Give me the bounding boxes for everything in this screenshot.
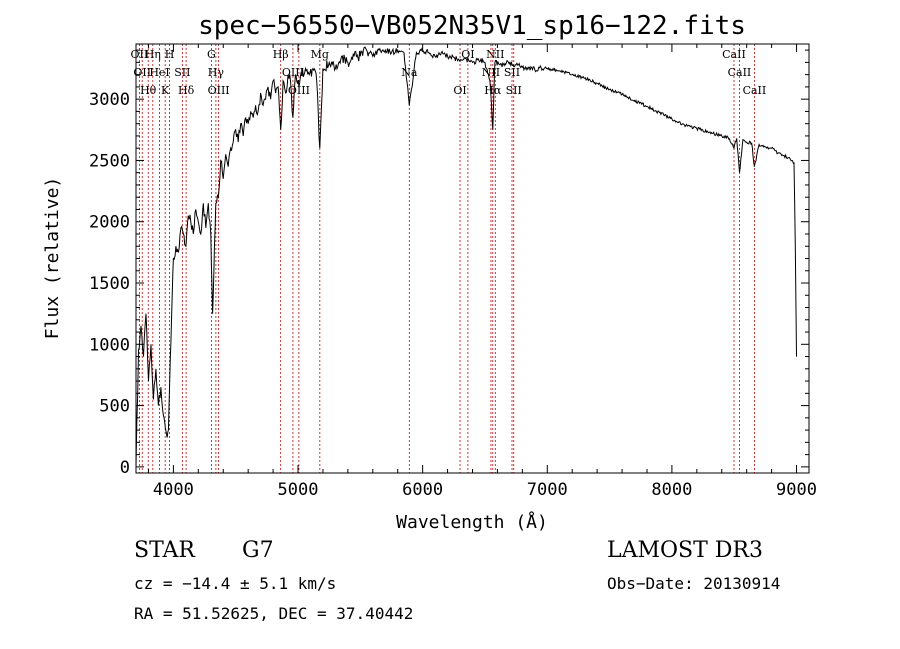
line-marker-label: OIII bbox=[208, 84, 230, 97]
line-markers bbox=[138, 44, 755, 473]
y-tick-label: 0 bbox=[120, 458, 130, 478]
observation-date: Obs−Date: 20130914 bbox=[607, 574, 781, 593]
line-marker-label: OI bbox=[453, 84, 466, 97]
line-marker-label: G bbox=[207, 48, 216, 61]
line-marker-label: Hα bbox=[484, 84, 502, 97]
x-axis-label: Wavelength (Å) bbox=[396, 511, 548, 533]
line-marker-label: K bbox=[161, 84, 170, 97]
line-marker-label: OIII bbox=[282, 66, 304, 79]
line-marker-label: Hθ bbox=[140, 84, 157, 97]
line-marker-label: Hη bbox=[145, 48, 161, 61]
y-tick-label: 2000 bbox=[89, 213, 130, 233]
x-tick-label: 4000 bbox=[153, 480, 194, 500]
line-marker-label: OIII bbox=[288, 84, 310, 97]
line-marker-label: H bbox=[165, 48, 175, 61]
line-marker-label: CaII bbox=[722, 48, 746, 61]
object-class: STAR bbox=[134, 538, 195, 563]
line-marker-label: Na bbox=[401, 66, 418, 79]
line-marker-label: OI bbox=[461, 48, 474, 61]
line-marker-label: Hδ bbox=[178, 84, 195, 97]
y-tick-label: 2500 bbox=[89, 151, 130, 171]
line-marker-label: NII bbox=[482, 66, 500, 79]
line-marker-label: CaII bbox=[728, 66, 752, 79]
y-axis-ticks: 0 500 1000 1500 2000 2500 3000 bbox=[89, 49, 809, 478]
line-marker-label: SII bbox=[506, 84, 522, 97]
y-tick-label: 500 bbox=[99, 397, 130, 417]
redshift-cz: cz = −14.4 ± 5.1 km/s bbox=[134, 574, 337, 593]
line-marker-label: OII bbox=[131, 48, 149, 61]
line-marker-label: SII bbox=[174, 66, 190, 79]
spectrum-line bbox=[135, 46, 797, 467]
y-tick-label: 3000 bbox=[89, 90, 130, 110]
x-tick-label: 8000 bbox=[651, 480, 692, 500]
chart-title: spec−56550−VB052N35V1_sp16−122.fits bbox=[198, 11, 746, 41]
line-marker-label: CaII bbox=[743, 84, 767, 97]
line-marker-label: Mg bbox=[311, 48, 329, 61]
y-tick-label: 1000 bbox=[89, 335, 130, 355]
line-marker-label: NII bbox=[486, 48, 504, 61]
y-tick-label: 1500 bbox=[89, 274, 130, 294]
x-axis-ticks: 4000 5000 6000 7000 8000 9000 bbox=[147, 44, 817, 500]
line-marker-labels: OII OII Hθ Hη HeI K H SII Hδ G Hγ OIII Hβ OIII OIII Mg N… bbox=[131, 48, 767, 97]
x-tick-label: 9000 bbox=[776, 480, 817, 500]
survey-name: LAMOST DR3 bbox=[607, 538, 763, 563]
line-marker-label: Hγ bbox=[208, 66, 225, 79]
coordinates: RA = 51.52625, DEC = 37.40442 bbox=[134, 604, 414, 623]
plot-frame bbox=[135, 43, 810, 474]
line-marker-label: HeI bbox=[149, 66, 169, 79]
line-marker-label: Hβ bbox=[273, 48, 289, 61]
line-marker-label: OII bbox=[133, 66, 151, 79]
y-axis-label: Flux (relative) bbox=[42, 177, 63, 340]
object-subclass: G7 bbox=[242, 538, 274, 563]
x-tick-label: 6000 bbox=[402, 480, 443, 500]
x-tick-label: 7000 bbox=[527, 480, 568, 500]
line-marker-label: SII bbox=[504, 66, 520, 79]
x-tick-label: 5000 bbox=[278, 480, 319, 500]
